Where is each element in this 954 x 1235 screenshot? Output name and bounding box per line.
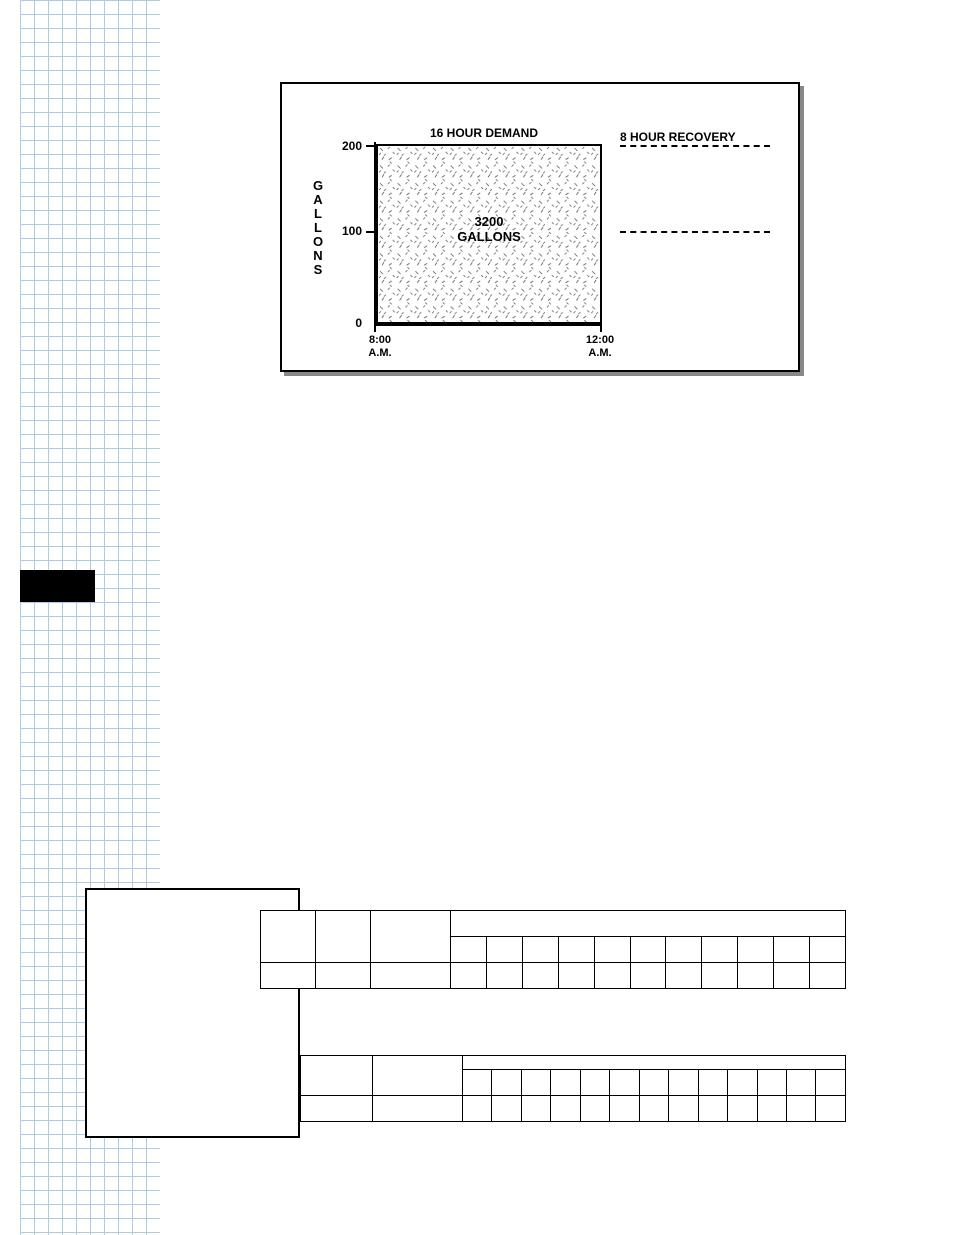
demand-title: 16 HOUR DEMAND bbox=[430, 126, 538, 140]
recovery-title: 8 HOUR RECOVERY bbox=[620, 130, 736, 144]
xtick-right: 12:00 A.M. bbox=[578, 334, 622, 360]
y-axis-label-text: G bbox=[312, 179, 324, 193]
xtick-mark-left bbox=[374, 324, 376, 332]
recovery-line-200 bbox=[620, 145, 770, 147]
table-2 bbox=[300, 1055, 846, 1122]
ytick-mark-100 bbox=[366, 231, 374, 233]
ytick-mark-200 bbox=[366, 145, 374, 147]
side-tab bbox=[20, 570, 95, 602]
ytick-0: 0 bbox=[332, 316, 362, 330]
ytick-200: 200 bbox=[332, 139, 362, 153]
y-axis-label: G A L L O N S bbox=[312, 179, 324, 277]
demand-value-label: 3200 GALLONS bbox=[454, 214, 524, 244]
xtick-left: 8:00 A.M. bbox=[360, 334, 400, 360]
demand-chart: G A L L O N S 200 100 0 8:00 A bbox=[280, 82, 800, 372]
xtick-mark-right bbox=[600, 324, 602, 332]
ytick-100: 100 bbox=[332, 224, 362, 238]
table-1 bbox=[260, 910, 846, 989]
x-axis bbox=[374, 324, 602, 326]
recovery-line-100 bbox=[620, 231, 770, 233]
